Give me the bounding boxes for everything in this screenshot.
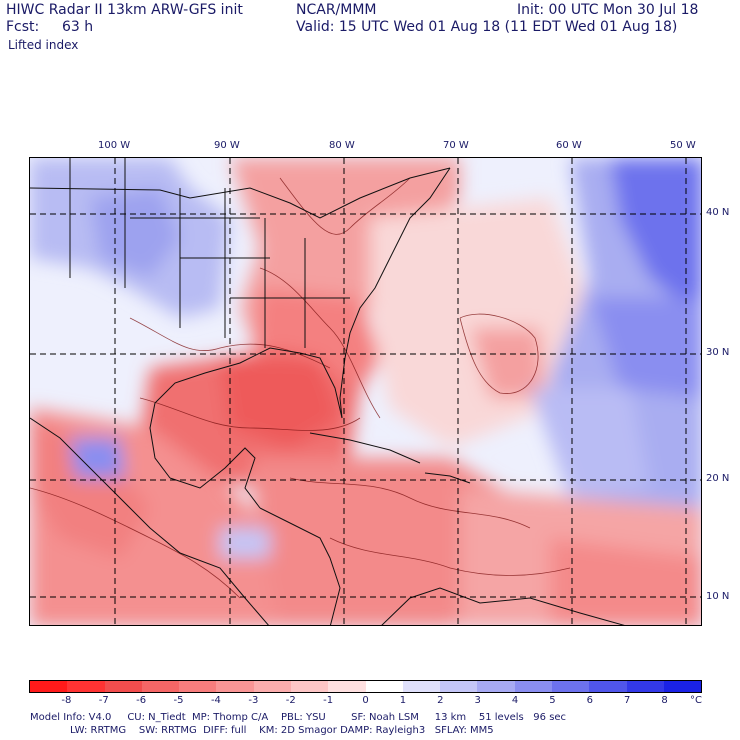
lon-label-50w: 50 W [670, 140, 696, 151]
map-title: HIWC Radar II 13km ARW-GFS init [6, 2, 243, 18]
lifted-index-map [29, 157, 702, 626]
scale-label: 4 [511, 695, 519, 706]
color-swatch [253, 681, 291, 692]
color-swatch [514, 681, 552, 692]
scale-label: -1 [323, 695, 334, 706]
scale-label: -2 [285, 695, 296, 706]
color-swatch [67, 681, 105, 692]
color-swatch [179, 681, 217, 692]
color-swatch [626, 681, 664, 692]
color-swatch [589, 681, 627, 692]
scale-label: -8 [61, 695, 72, 706]
color-scale-bar [29, 680, 702, 693]
lat-label-10n: 10 N [706, 591, 730, 602]
scale-label: 1 [399, 695, 407, 706]
color-swatch [551, 681, 590, 692]
color-swatch [290, 681, 329, 692]
lat-label-20n: 20 N [706, 473, 730, 484]
forecast-hour: 63 h [62, 19, 94, 35]
color-swatch [216, 681, 254, 692]
scale-label: °C [690, 695, 702, 706]
valid-time: Valid: 15 UTC Wed 01 Aug 18 (11 EDT Wed … [296, 19, 678, 35]
lat-label-40n: 40 N [706, 207, 730, 218]
scale-label: -5 [173, 695, 184, 706]
color-swatch [141, 681, 180, 692]
color-swatch [104, 681, 142, 692]
lifted-index-field [30, 158, 701, 625]
scale-label: 3 [474, 695, 481, 706]
forecast-label: Fcst: [6, 19, 40, 35]
color-swatch [328, 681, 366, 692]
data-source: NCAR/MMM [296, 2, 377, 18]
scale-label: 6 [586, 695, 594, 706]
scale-label: -4 [210, 695, 221, 706]
lon-label-70w: 70 W [443, 140, 469, 151]
contour-lines [30, 177, 571, 599]
field-name: Lifted index [8, 38, 79, 52]
lon-label-100w: 100 W [98, 140, 131, 151]
scale-label: -3 [248, 695, 259, 706]
lat-lon-grid [30, 158, 701, 625]
scale-label: 8 [661, 695, 668, 706]
color-swatch [477, 681, 515, 692]
scale-label: 5 [549, 695, 556, 706]
scale-label: -6 [136, 695, 147, 706]
model-info-line1: Model Info: V4.0 CU: N_Tiedt MP: Thomp C… [30, 712, 567, 723]
color-swatch [30, 681, 68, 692]
scale-label: 0 [362, 695, 369, 706]
color-swatch [663, 681, 702, 692]
lon-label-60w: 60 W [556, 140, 582, 151]
lon-label-80w: 80 W [329, 140, 355, 151]
init-time: Init: 00 UTC Mon 30 Jul 18 [517, 2, 699, 18]
color-swatch [440, 681, 478, 692]
scale-label: -7 [98, 695, 109, 706]
color-swatch [365, 681, 403, 692]
color-swatch [402, 681, 441, 692]
scale-label: 7 [624, 695, 631, 706]
model-info-line2: LW: RRTMG SW: RRTMG DIFF: full KM: 2D Sm… [70, 725, 494, 736]
scale-label: 2 [437, 695, 444, 706]
lat-label-30n: 30 N [706, 347, 730, 358]
map-graphic [30, 158, 701, 625]
lon-label-90w: 90 W [214, 140, 240, 151]
coastlines [30, 158, 625, 625]
